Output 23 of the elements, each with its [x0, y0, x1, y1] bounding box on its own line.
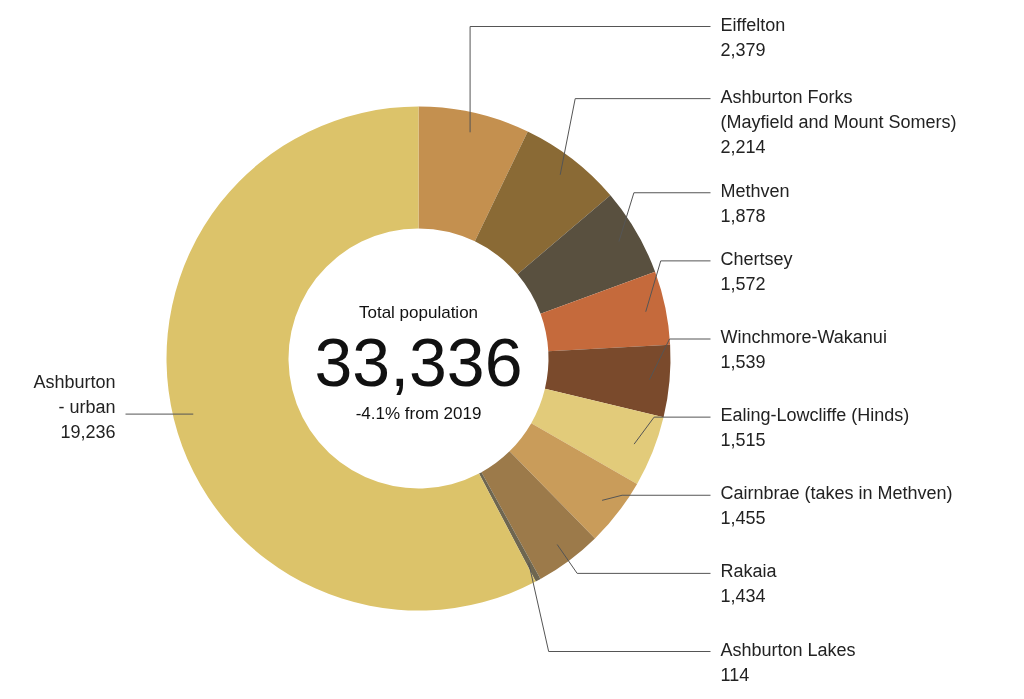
- text: Total population: [358, 303, 479, 322]
- data-label: 1,515: [720, 430, 766, 451]
- slice-label: Ashburton Lakes: [720, 639, 856, 660]
- slice-label: Winchmore-Wakanui: [720, 327, 887, 347]
- slice-label: Rakaia: [720, 561, 778, 582]
- data-label: 19,236: [60, 422, 116, 443]
- slice-label: Cairnbrae (takes in Methven): [720, 483, 953, 504]
- slice-label: Methven: [720, 180, 790, 201]
- data-label: 114: [720, 664, 750, 685]
- slice-label: Ashburton Forks (Mayfield and Mount Somers): [720, 86, 957, 132]
- data-label: 2,214: [720, 136, 766, 157]
- slice-label: Eiffelton: [720, 14, 786, 35]
- data-label: 1,878: [720, 205, 766, 226]
- data-label: 1,434: [720, 586, 766, 607]
- slice-label: Ealing-Lowcliffe (Hinds): [720, 405, 910, 426]
- text: -4.1% from 2019: [355, 404, 482, 423]
- data-label: 1,539: [720, 352, 766, 372]
- data-label: 1,455: [720, 508, 766, 529]
- data-label: 2,379: [720, 39, 766, 60]
- text: 33,336: [314, 324, 523, 400]
- slice-label: Ashburton - urban: [33, 372, 116, 418]
- data-label: 1,572: [720, 273, 766, 294]
- slice-label: Chertsey: [720, 248, 793, 269]
